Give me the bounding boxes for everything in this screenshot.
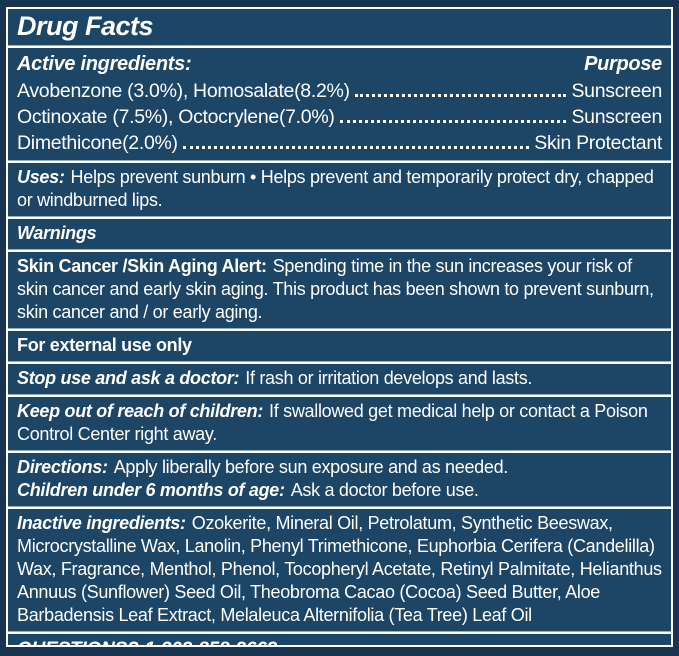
ingredient-name: Dimethicone(2.0%) [17, 132, 178, 154]
inactive-ingredients-label: Inactive ingredients: [17, 513, 186, 533]
warnings-section: Warnings [8, 219, 671, 249]
section-divider [8, 160, 671, 163]
stop-use-text: If rash or irritation develops and lasts… [245, 368, 533, 388]
uses-label: Uses: [17, 167, 65, 187]
section-divider [8, 631, 671, 634]
uses-section: Uses: Helps prevent sunburn • Helps preve… [8, 163, 671, 216]
ingredient-purpose: Sunscreen [571, 106, 662, 128]
dot-leader [335, 104, 572, 130]
warnings-label: Warnings [17, 223, 97, 243]
drug-facts-label: Drug Facts Active ingredients: Purpose A… [6, 7, 673, 647]
questions-section: QUESTIONS? 1-203-858-2663 [8, 634, 671, 645]
section-divider [8, 506, 671, 509]
questions-phone: 1-203-858-2663 [145, 639, 278, 645]
inactive-ingredients-section: Inactive ingredients: Ozokerite, Mineral … [8, 509, 671, 631]
uses-text: Helps prevent sunburn • Helps prevent an… [17, 167, 654, 210]
dot-leader [178, 130, 535, 156]
external-use-section: For external use only [8, 331, 671, 361]
active-ingredient-row-1: Avobenzone (3.0%), Homosalate(8.2%) Suns… [17, 78, 662, 104]
section-divider [8, 450, 671, 453]
section-divider [8, 249, 671, 252]
external-use-label: For external use only [17, 335, 192, 355]
section-divider [8, 328, 671, 331]
skin-alert-section: Skin Cancer /Skin Aging Alert: Spending t… [8, 252, 671, 328]
ingredient-name: Avobenzone (3.0%), Homosalate(8.2%) [17, 80, 350, 102]
ingredient-name: Octinoxate (7.5%), Octocrylene(7.0%) [17, 106, 335, 128]
directions-label: Directions: [17, 457, 108, 477]
questions-label: QUESTIONS? [17, 639, 139, 645]
section-divider [8, 394, 671, 397]
skin-alert-label: Skin Cancer /Skin Aging Alert: [17, 256, 267, 276]
active-ingredient-row-3: Dimethicone(2.0%) Skin Protectant [17, 130, 662, 156]
section-divider [8, 45, 671, 48]
keep-out-text: If swallowed get medical help or contact… [17, 401, 648, 444]
inactive-ingredients-text: Ozokerite, Mineral Oil, Petrolatum, Synt… [17, 513, 662, 625]
keep-out-section: Keep out of reach of children: If swallow… [8, 397, 671, 450]
purpose-label: Purpose [584, 53, 662, 75]
drug-facts-title-section: Drug Facts [8, 9, 671, 45]
active-ingredients-section: Active ingredients: Purpose Avobenzone (… [8, 48, 671, 160]
directions-section: Directions: Apply liberally before sun ex… [8, 453, 671, 506]
children-text: Ask a doctor before use. [290, 480, 479, 500]
directions-text: Apply liberally before sun exposure and … [113, 457, 509, 477]
keep-out-label: Keep out of reach of children: [17, 401, 264, 421]
section-divider [8, 361, 671, 364]
active-ingredients-label: Active ingredients: [17, 53, 192, 75]
stop-use-section: Stop use and ask a doctor: If rash or irr… [8, 364, 671, 394]
section-divider [8, 216, 671, 219]
children-label: Children under 6 months of age: [17, 480, 285, 500]
ingredient-purpose: Skin Protectant [534, 132, 662, 154]
drug-facts-title: Drug Facts [17, 11, 154, 41]
dot-leader [350, 78, 572, 104]
ingredient-purpose: Sunscreen [571, 80, 662, 102]
stop-use-label: Stop use and ask a doctor: [17, 368, 240, 388]
active-ingredients-header-row: Active ingredients: Purpose [17, 51, 662, 78]
active-ingredient-row-2: Octinoxate (7.5%), Octocrylene(7.0%) Sun… [17, 104, 662, 130]
skin-alert-text: Spending time in the sun increases your … [17, 256, 654, 322]
